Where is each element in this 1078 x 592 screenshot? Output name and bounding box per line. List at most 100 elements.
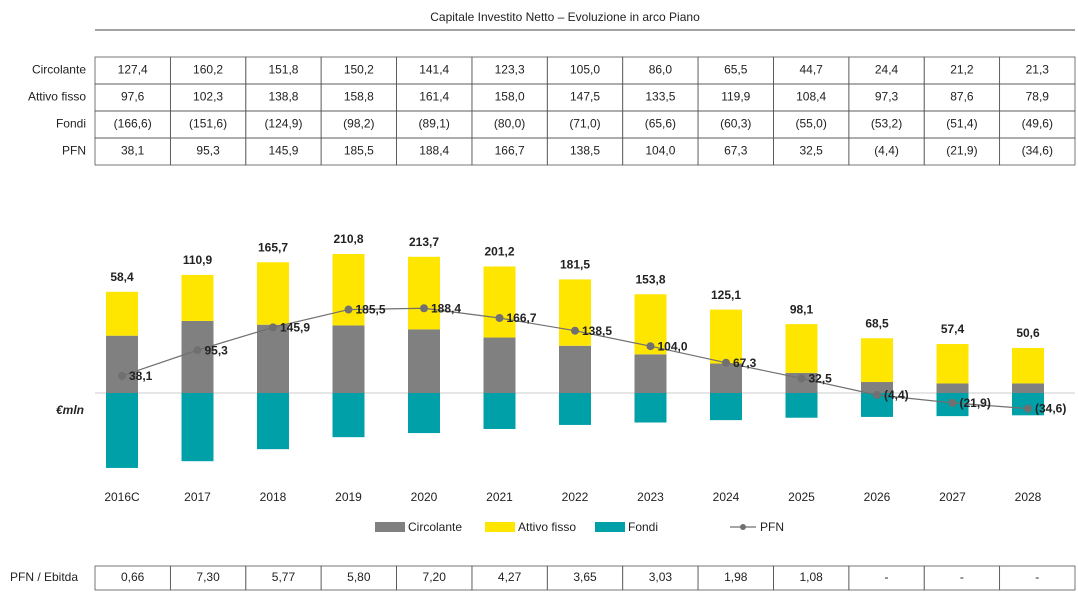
bar <box>1012 347 1044 384</box>
legend-label: Attivo fisso <box>518 520 576 534</box>
cell-text: 32,5 <box>799 144 823 158</box>
line-point <box>269 323 277 332</box>
cell-text: (60,3) <box>720 117 751 131</box>
cell-text: 104,0 <box>645 144 675 158</box>
x-tick-label: 2016C <box>104 490 140 504</box>
row-label: PFN / Ebitda <box>10 570 78 584</box>
cell-text: 7,20 <box>423 570 447 584</box>
bar <box>861 382 893 393</box>
bar <box>710 309 742 364</box>
line-point <box>571 326 579 335</box>
x-tick-label: 2024 <box>713 490 740 504</box>
cell-text: 7,30 <box>196 570 220 584</box>
bar <box>257 393 289 450</box>
cell-text: (89,1) <box>419 117 450 131</box>
x-tick-label: 2018 <box>260 490 287 504</box>
bar <box>483 266 516 338</box>
bar <box>559 393 591 425</box>
point-label: (21,9) <box>960 396 991 410</box>
cell-text: (98,2) <box>343 117 374 131</box>
table-cell <box>999 137 1076 166</box>
bar <box>332 325 365 393</box>
cell-text: 3,65 <box>573 570 597 584</box>
x-tick-label: 2020 <box>411 490 438 504</box>
point-label: 145,9 <box>280 321 310 335</box>
cell-text: 95,3 <box>196 144 220 158</box>
legend-label: Circolante <box>408 520 462 534</box>
cell-text: 97,6 <box>121 90 145 104</box>
point-label: 104,0 <box>658 339 688 353</box>
bar <box>634 354 667 393</box>
cell-text: 105,0 <box>570 63 600 77</box>
point-label: (34,6) <box>1035 402 1066 416</box>
total-label: 165,7 <box>258 240 288 254</box>
cell-text: 158,0 <box>495 90 525 104</box>
line-point <box>420 304 428 313</box>
point-label: (4,4) <box>884 388 909 402</box>
bar <box>1012 383 1044 393</box>
x-tick-label: 2026 <box>864 490 891 504</box>
cell-text: (21,9) <box>946 144 977 158</box>
line-point <box>722 358 730 367</box>
total-label: 213,7 <box>409 235 439 249</box>
x-tick-label: 2027 <box>939 490 966 504</box>
bar <box>1012 393 1044 416</box>
row-label: Circolante <box>32 63 86 77</box>
table-cell <box>999 565 1076 591</box>
x-tick-label: 2019 <box>335 490 362 504</box>
bar <box>483 337 516 393</box>
bar <box>181 393 214 462</box>
cell-text: 65,5 <box>724 63 748 77</box>
cell-text: (53,2) <box>871 117 902 131</box>
cell-text: 24,4 <box>875 63 899 77</box>
line-point <box>1024 404 1032 413</box>
total-label: 181,5 <box>560 258 590 272</box>
cell-text: 38,1 <box>121 144 145 158</box>
cell-text: (55,0) <box>795 117 826 131</box>
bar <box>710 393 742 421</box>
cell-text: 166,7 <box>495 144 525 158</box>
row-label: PFN <box>62 144 86 158</box>
total-label: 210,8 <box>333 232 363 246</box>
line-point <box>797 374 806 383</box>
total-label: 125,1 <box>711 288 741 302</box>
cell-text: (71,0) <box>569 117 600 131</box>
cell-text: 86,0 <box>649 63 673 77</box>
point-label: 138,5 <box>582 324 612 338</box>
total-label: 98,1 <box>790 302 814 316</box>
bar <box>408 256 440 330</box>
cell-text: 97,3 <box>875 90 899 104</box>
point-label: 38,1 <box>129 369 153 383</box>
bar <box>408 393 440 434</box>
legend-label: Fondi <box>628 520 658 534</box>
legend-swatch <box>595 522 625 532</box>
cell-text: 151,8 <box>268 63 298 77</box>
cell-text: 188,4 <box>419 144 449 158</box>
cell-text: 138,5 <box>570 144 600 158</box>
cell-text: 133,5 <box>645 90 675 104</box>
cell-text: (34,6) <box>1022 144 1053 158</box>
bar <box>332 393 365 438</box>
bar <box>785 393 818 418</box>
cell-text: - <box>960 570 964 584</box>
point-label: 188,4 <box>431 301 461 315</box>
cell-text: 160,2 <box>193 63 223 77</box>
cell-text: (124,9) <box>264 117 302 131</box>
bar <box>257 262 289 325</box>
bar <box>861 338 893 383</box>
cell-text: (65,6) <box>645 117 676 131</box>
bar <box>181 274 214 321</box>
cell-text: 123,3 <box>495 63 525 77</box>
cell-text: 78,9 <box>1026 90 1050 104</box>
cell-text: (166,6) <box>114 117 152 131</box>
cell-text: (80,0) <box>494 117 525 131</box>
total-label: 201,2 <box>484 245 514 259</box>
bar <box>257 324 289 393</box>
cell-text: 102,3 <box>193 90 223 104</box>
y-label: €mln <box>56 403 84 417</box>
cell-text: 87,6 <box>950 90 974 104</box>
cell-text: 3,03 <box>649 570 673 584</box>
legend-dot <box>740 524 746 530</box>
cell-text: (151,6) <box>189 117 227 131</box>
